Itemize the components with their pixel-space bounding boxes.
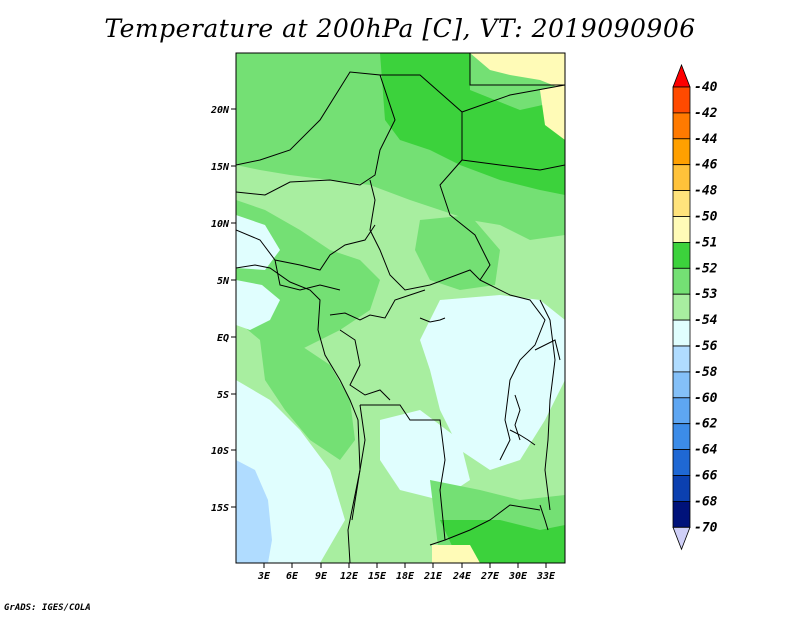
field-band-54-c [420,295,565,470]
field-band-51-se [432,545,480,563]
map-frame [235,52,566,564]
field-band-54-a [236,215,280,270]
colorbar-label: -42 [694,106,718,121]
colorbar-label: -64 [694,443,718,458]
colorbar-label: -62 [694,417,718,432]
colorbar-swatch [672,475,691,502]
field-band-53-coast [260,340,355,460]
colorbar-swatch [672,86,691,114]
colorbar-triangle-bottom [672,526,691,551]
colorbar-triangle-top [672,63,691,88]
colorbar-swatch [672,216,691,243]
field-band-54-south [380,410,470,500]
colorbar-swatch [672,267,691,295]
colorbar-label: -60 [694,391,718,406]
colorbar-swatch [672,345,691,373]
lon-label: 27E [480,571,500,582]
country-borders [236,53,565,563]
field-band-51-north [470,53,565,90]
lon-label: 6E [286,571,299,582]
lat-label: 15N [211,162,230,173]
colorbar-label: -40 [694,80,718,95]
field-band-54-b [236,280,280,330]
lon-label: 33E [536,571,556,582]
lon-label: 15E [368,571,387,582]
colorbar-label: -50 [694,210,718,225]
colorbar-label: -68 [694,494,718,509]
colorbar-swatch [672,397,691,425]
lat-label: 15S [211,503,229,514]
colorbar-label: -52 [694,261,718,276]
colorbar-swatch [672,423,691,451]
colorbar-label: -53 [694,287,718,302]
colorbar-label: -44 [694,132,718,147]
lat-axis: 20N 15N 10N 5N EQ 5S 10S 15S [210,105,236,514]
lat-label: 5N [217,276,230,287]
lake-outline [509,429,536,446]
lat-label: EQ [217,333,229,344]
colorbar-swatch [672,164,691,191]
field-band-53-central [415,215,500,290]
lat-label: 20N [210,105,230,116]
colorbar-label: -48 [694,184,718,199]
colorbar-swatch [672,293,691,321]
colorbar-label: -56 [694,339,718,354]
lat-label: 5S [217,390,229,401]
field-band-51-ne [540,85,565,140]
lon-label: 3E [257,571,271,582]
colorbar-label: -70 [694,520,718,535]
lon-label: 24E [452,571,472,582]
lon-label: 12E [340,571,359,582]
lon-axis: 3E 6E 9E 12E 15E 18E 21E 24E 27E 30E 33E [257,563,556,582]
colorbar-label: -54 [694,313,718,328]
lon-label: 21E [423,571,443,582]
colorbar-swatch [672,319,691,347]
grads-credit: GrADS: IGES/COLA [4,603,91,613]
colorbar-swatch [672,112,691,140]
lat-label: 10S [211,446,229,457]
colorbar-swatch [672,241,691,269]
colorbar-label: -58 [694,365,718,380]
lake-outline [539,504,549,531]
lat-label: 10N [211,219,230,230]
lon-label: 18E [396,571,415,582]
colorbar: -40 -42 -44 -46 -48 -50 -51 -52 -53 -54 -56 -58 -60 -… [672,63,718,551]
field-band-56 [236,460,272,563]
lon-label: 30E [508,571,528,582]
colorbar-swatch [672,500,691,528]
colorbar-swatch [672,190,691,217]
colorbar-label: -66 [694,469,718,484]
map-plot [236,53,565,563]
lon-label: 9E [315,571,328,582]
lake-outline [419,317,446,323]
field-band-52 [380,53,565,195]
colorbar-label: -46 [694,158,718,173]
colorbar-label: -51 [694,235,717,250]
map-title: Temperature at 200hPa [C], VT: 201909090… [104,14,696,43]
colorbar-swatch [672,371,691,399]
colorbar-swatch [672,138,691,166]
coastline [236,264,361,521]
colorbar-swatch [672,449,691,476]
